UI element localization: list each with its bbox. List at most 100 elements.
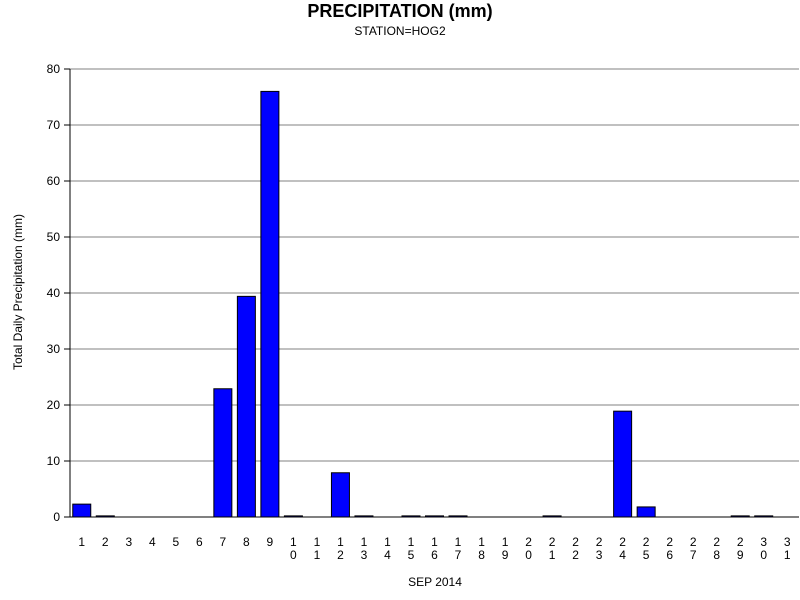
- x-tick-label: 3: [125, 535, 132, 549]
- x-tick-label-digit: 1: [549, 548, 556, 562]
- y-tick-label: 20: [47, 398, 61, 412]
- x-tick-label-digit: 1: [384, 535, 391, 549]
- x-tick-label: 7: [220, 535, 227, 549]
- x-tick-label-digit: 3: [784, 535, 791, 549]
- x-tick-label-digit: 1: [408, 535, 415, 549]
- chart-subtitle: STATION=HOG2: [354, 24, 446, 38]
- x-tick-label-digit: 1: [431, 535, 438, 549]
- x-tick-label: 4: [149, 535, 156, 549]
- y-tick-label: 10: [47, 454, 61, 468]
- x-tick-label-digit: 6: [666, 548, 673, 562]
- bar: [236, 295, 256, 518]
- x-tick-label-digit: 1: [337, 535, 344, 549]
- x-tick-label-digit: 2: [666, 535, 673, 549]
- x-tick-label-digit: 7: [690, 548, 697, 562]
- x-tick-label: 5: [172, 535, 179, 549]
- x-tick-label-digit: 2: [737, 535, 744, 549]
- x-tick-label-digit: 2: [713, 535, 720, 549]
- x-tick-label: 2: [102, 535, 109, 549]
- x-tick-label-digit: 1: [784, 548, 791, 562]
- y-axis-label: Total Daily Precipitation (mm): [11, 214, 25, 370]
- x-tick-label-digit: 2: [572, 548, 579, 562]
- x-tick-label-digit: 5: [408, 548, 415, 562]
- x-tick-label-digit: 3: [596, 548, 603, 562]
- bar: [213, 388, 233, 518]
- x-axis-label: SEP 2014: [408, 575, 462, 589]
- bar: [636, 506, 656, 518]
- x-tick-label-digit: 7: [455, 548, 462, 562]
- x-ticks: 1 2 3 4 5 6 7 8 9 1 01 11 21 31 41 51 61 71 81 92 02 12 22 32 42…: [78, 535, 790, 562]
- x-tick-label-digit: 1: [290, 535, 297, 549]
- x-tick-label-digit: 2: [337, 548, 344, 562]
- x-tick-label-digit: 3: [760, 535, 767, 549]
- x-tick-label-digit: 5: [643, 548, 650, 562]
- x-tick-label-digit: 6: [431, 548, 438, 562]
- x-tick-label: 8: [243, 535, 250, 549]
- x-tick-label-digit: 8: [713, 548, 720, 562]
- bar: [260, 90, 280, 518]
- x-tick-label-digit: 3: [361, 548, 368, 562]
- x-tick-label: 9: [267, 535, 274, 549]
- y-tick-label: 0: [53, 510, 60, 524]
- x-tick-label-digit: 1: [478, 535, 485, 549]
- x-tick-label-digit: 4: [619, 548, 626, 562]
- chart-title: PRECIPITATION (mm): [307, 1, 492, 21]
- x-tick-label: 6: [196, 535, 203, 549]
- y-tick-label: 50: [47, 230, 61, 244]
- x-tick-label: 1: [78, 535, 85, 549]
- x-tick-label-digit: 2: [690, 535, 697, 549]
- x-tick-label-digit: 2: [619, 535, 626, 549]
- x-tick-label-digit: 0: [760, 548, 767, 562]
- x-tick-label-digit: 1: [502, 535, 509, 549]
- bars: [72, 90, 774, 518]
- x-tick-label-digit: 2: [596, 535, 603, 549]
- gridlines: [70, 68, 799, 462]
- x-tick-label-digit: 9: [502, 548, 509, 562]
- x-tick-label-digit: 9: [737, 548, 744, 562]
- y-tick-label: 40: [47, 286, 61, 300]
- x-tick-label-digit: 0: [290, 548, 297, 562]
- x-tick-label-digit: 1: [314, 535, 321, 549]
- x-tick-label-digit: 1: [455, 535, 462, 549]
- x-tick-label-digit: 4: [384, 548, 391, 562]
- bar: [72, 503, 92, 518]
- y-tick-label: 30: [47, 342, 61, 356]
- y-tick-label: 80: [47, 62, 61, 76]
- x-tick-label-digit: 2: [572, 535, 579, 549]
- x-tick-label-digit: 8: [478, 548, 485, 562]
- x-tick-label-digit: 1: [361, 535, 368, 549]
- bar: [613, 410, 633, 518]
- x-tick-label-digit: 2: [525, 535, 532, 549]
- x-tick-label-digit: 0: [525, 548, 532, 562]
- bar: [330, 472, 350, 518]
- x-tick-label-digit: 1: [314, 548, 321, 562]
- x-tick-label-digit: 2: [643, 535, 650, 549]
- y-ticks: 0 10 20 30 40 50 60 70 80: [47, 62, 70, 524]
- x-tick-label-digit: 2: [549, 535, 556, 549]
- y-tick-label: 70: [47, 118, 61, 132]
- y-tick-label: 60: [47, 174, 61, 188]
